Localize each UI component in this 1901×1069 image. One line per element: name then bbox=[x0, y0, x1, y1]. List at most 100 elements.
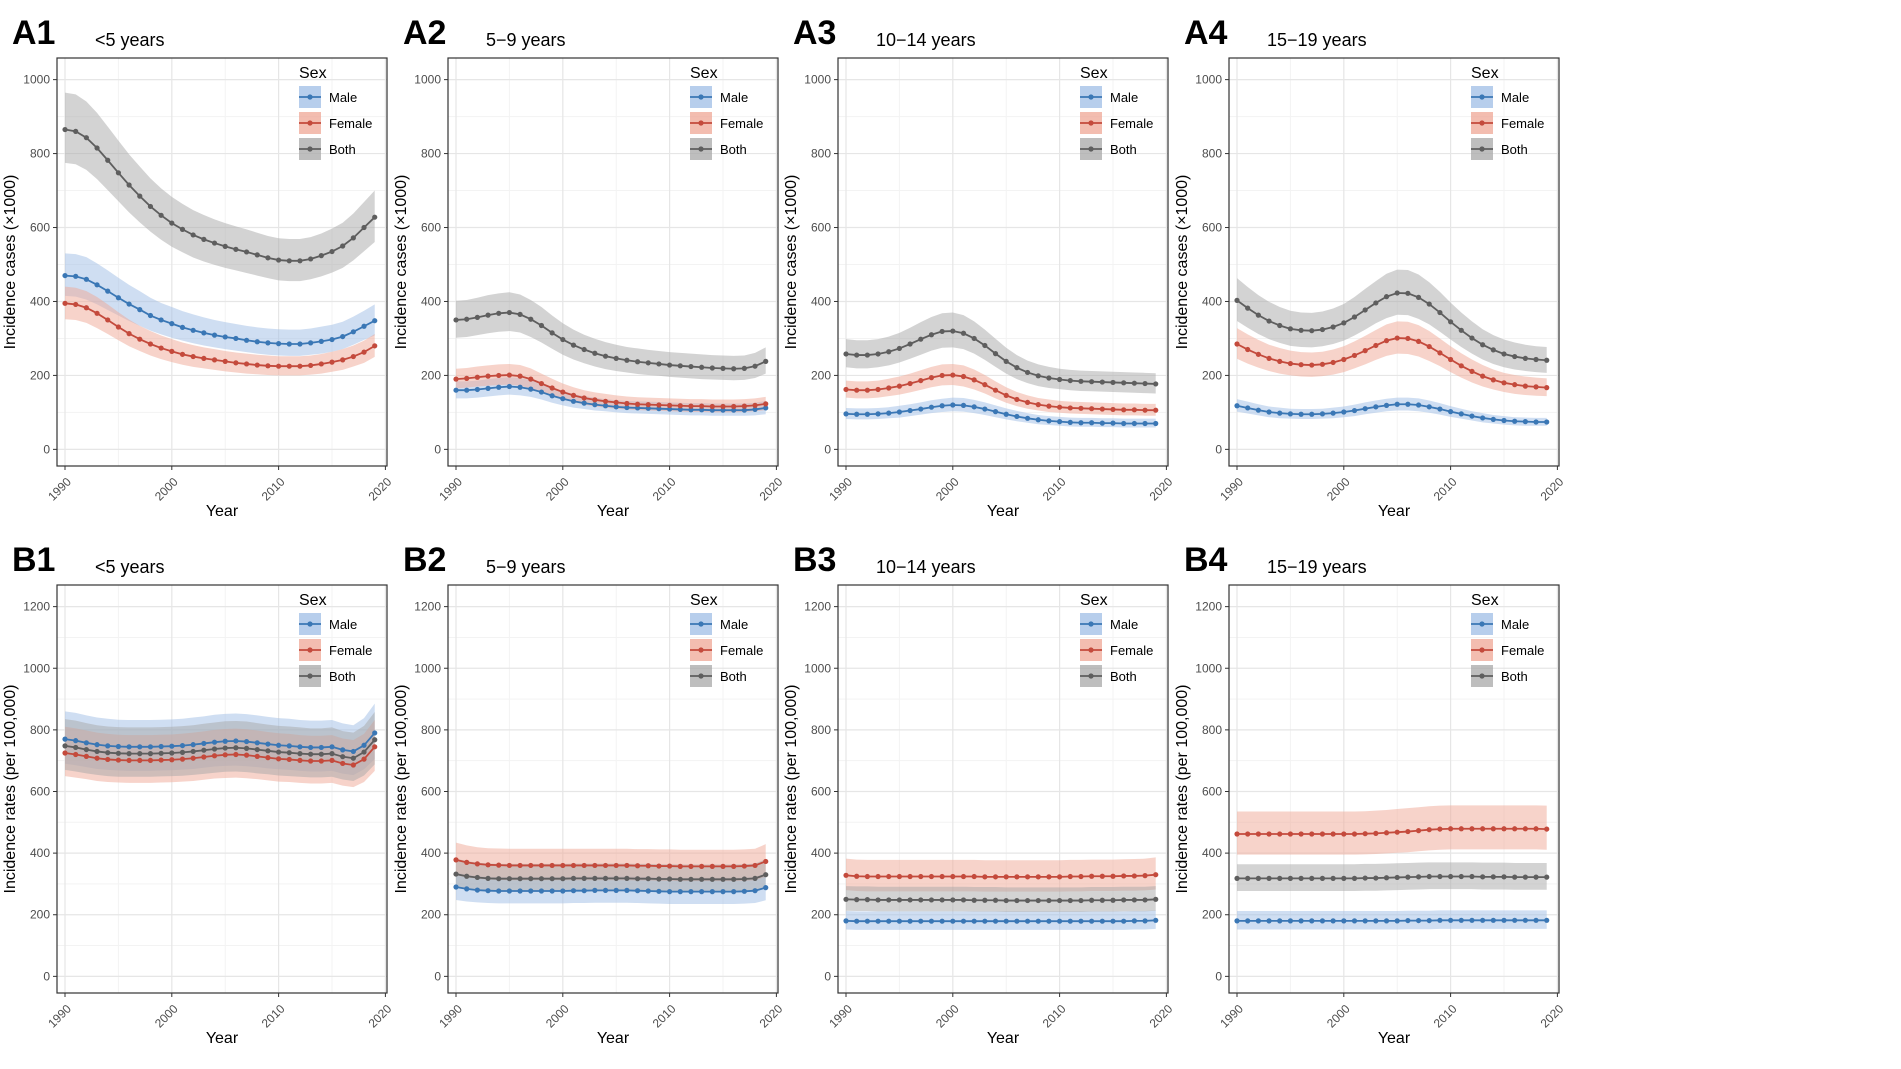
data-point bbox=[179, 749, 186, 755]
data-point bbox=[1522, 383, 1528, 389]
legend-key-point bbox=[1479, 621, 1485, 627]
data-point bbox=[506, 876, 513, 882]
data-point bbox=[602, 403, 609, 409]
data-point bbox=[73, 273, 79, 279]
data-point bbox=[645, 876, 651, 882]
y-tick-label: 600 bbox=[811, 221, 831, 235]
data-point bbox=[1544, 826, 1550, 832]
data-point bbox=[1309, 411, 1315, 417]
data-point bbox=[1287, 875, 1294, 881]
data-point bbox=[950, 873, 956, 880]
data-point bbox=[538, 389, 545, 395]
data-point bbox=[1067, 918, 1073, 924]
y-tick-label: 600 bbox=[811, 784, 831, 798]
band-male bbox=[65, 253, 375, 356]
data-point bbox=[677, 863, 683, 869]
data-point bbox=[222, 243, 228, 249]
x-axis-title: Year bbox=[987, 1030, 1020, 1047]
y-tick-label: 1000 bbox=[23, 661, 50, 675]
data-point bbox=[982, 918, 988, 924]
uncertainty-bands bbox=[456, 842, 766, 904]
data-point bbox=[1153, 896, 1159, 902]
series-female bbox=[62, 744, 378, 768]
data-point bbox=[350, 755, 356, 761]
data-point bbox=[1078, 873, 1084, 880]
data-point bbox=[1490, 826, 1496, 832]
data-point bbox=[115, 295, 122, 301]
data-point bbox=[318, 253, 324, 259]
data-point bbox=[1533, 384, 1539, 390]
data-point bbox=[350, 235, 356, 241]
data-point bbox=[308, 256, 314, 262]
data-point bbox=[896, 409, 903, 415]
data-point bbox=[1533, 874, 1539, 880]
data-point bbox=[243, 752, 250, 758]
uncertainty-bands bbox=[846, 857, 1156, 930]
data-point bbox=[1024, 874, 1031, 880]
data-point bbox=[276, 341, 282, 347]
data-point bbox=[752, 363, 758, 369]
data-point bbox=[1089, 379, 1095, 385]
panel-subtitle: 15−19 years bbox=[1267, 557, 1367, 577]
panel-subtitle: 15−19 years bbox=[1267, 30, 1367, 50]
data-point bbox=[1522, 917, 1528, 923]
data-point bbox=[350, 762, 356, 768]
data-point bbox=[538, 322, 545, 329]
data-point bbox=[1245, 305, 1251, 311]
band-female bbox=[65, 286, 375, 376]
data-point bbox=[864, 897, 870, 903]
data-point bbox=[1512, 874, 1518, 880]
data-point bbox=[864, 873, 870, 880]
legend-label-female: Female bbox=[329, 643, 372, 658]
data-point bbox=[340, 333, 346, 340]
panel-label: A4 bbox=[1184, 14, 1228, 52]
y-tick-label: 600 bbox=[30, 221, 50, 235]
data-point bbox=[464, 316, 470, 322]
data-point bbox=[667, 362, 673, 368]
data-point bbox=[105, 288, 111, 294]
data-point bbox=[1448, 917, 1454, 923]
data-point bbox=[318, 744, 324, 751]
data-point bbox=[971, 873, 977, 880]
data-point bbox=[752, 402, 758, 408]
data-point bbox=[918, 336, 924, 342]
panel-border bbox=[1228, 57, 1560, 467]
y-tick-label: 1000 bbox=[1195, 661, 1222, 675]
data-point bbox=[528, 376, 534, 382]
panel-label: A3 bbox=[793, 14, 836, 52]
data-point bbox=[950, 918, 956, 924]
y-axis-title: Incidence cases (×1000) bbox=[2, 175, 19, 350]
data-point bbox=[254, 339, 260, 345]
y-axis-title: Incidence rates (per 100,000) bbox=[393, 684, 410, 893]
data-point bbox=[474, 386, 480, 393]
data-point bbox=[645, 402, 651, 408]
data-point bbox=[1234, 831, 1240, 837]
uncertainty-bands bbox=[65, 703, 375, 788]
data-point bbox=[896, 918, 903, 924]
data-point bbox=[1067, 873, 1073, 880]
data-point bbox=[62, 750, 68, 756]
panel-a4: A4 15−19 years 0 200 400 600 800 1000 1990 2000 20… bbox=[1174, 14, 1567, 520]
legend-key-point bbox=[1479, 673, 1485, 679]
legend-key-point bbox=[307, 120, 313, 126]
data-point bbox=[645, 405, 651, 411]
x-axis-title: Year bbox=[1378, 503, 1411, 520]
panel-border bbox=[56, 584, 388, 994]
panel-subtitle: 10−14 years bbox=[876, 557, 976, 577]
y-tick-label: 0 bbox=[824, 442, 831, 456]
data-point bbox=[1373, 918, 1379, 924]
data-point bbox=[928, 404, 935, 410]
data-point bbox=[233, 751, 239, 758]
data-point bbox=[254, 740, 260, 746]
data-point bbox=[83, 305, 89, 311]
data-point bbox=[297, 363, 303, 369]
legend-label-male: Male bbox=[329, 617, 357, 632]
data-point bbox=[528, 888, 534, 894]
data-point bbox=[137, 193, 143, 199]
data-point bbox=[1266, 918, 1272, 924]
data-point bbox=[1035, 874, 1041, 880]
data-point bbox=[485, 385, 491, 391]
data-point bbox=[361, 742, 367, 748]
data-point bbox=[1234, 403, 1240, 409]
